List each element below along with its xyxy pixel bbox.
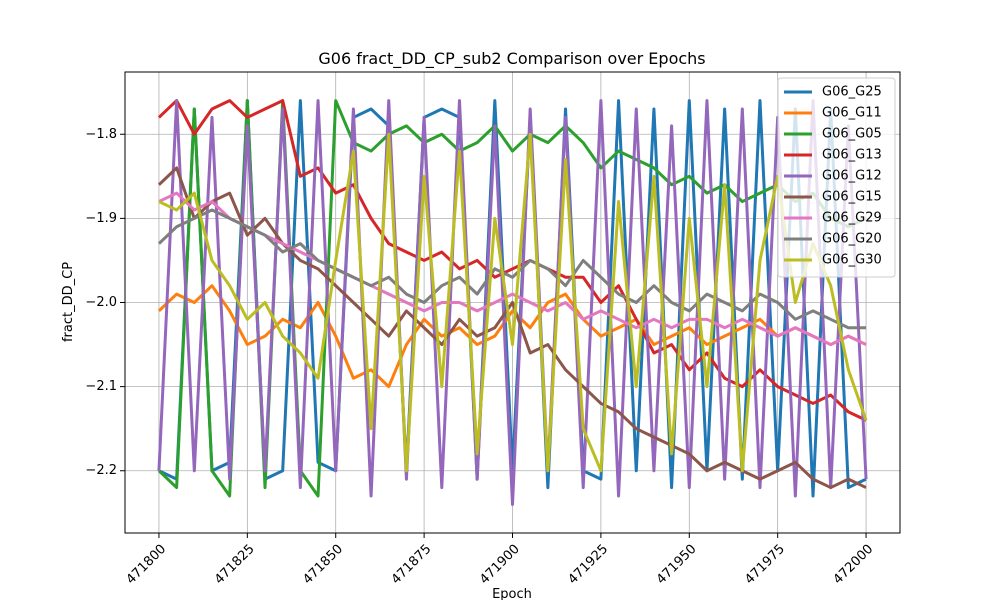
legend-label: G06_G13 <box>822 148 882 163</box>
x-tick-label: 471925 <box>565 542 611 588</box>
y-tick-label: −2.1 <box>85 379 117 394</box>
series-line <box>157 208 867 330</box>
legend-label: G06_G12 <box>822 169 882 184</box>
series-line <box>157 99 868 506</box>
y-axis-label: fract_DD_CP <box>61 262 76 342</box>
x-tick-label: 471950 <box>654 542 700 588</box>
y-tick-label: −2.0 <box>85 295 117 310</box>
legend-label: G06_G29 <box>822 211 882 226</box>
x-tick-label: 471900 <box>477 542 523 588</box>
x-tick-label: 471975 <box>742 542 788 588</box>
legend-label: G06_G25 <box>822 85 882 100</box>
chart-title: G06 fract_DD_CP_sub2 Comparison over Epo… <box>318 49 705 69</box>
y-tick-label: −1.9 <box>85 211 117 226</box>
series-line <box>157 99 867 422</box>
y-tick-label: −2.2 <box>85 463 117 478</box>
x-tick-label: 472000 <box>831 542 877 588</box>
series-line <box>157 166 867 490</box>
x-tick-label: 471800 <box>124 542 170 588</box>
series-line <box>158 191 867 347</box>
x-tick-label: 471825 <box>212 542 258 588</box>
series-line <box>158 132 868 473</box>
x-tick-label: 471875 <box>389 542 435 588</box>
legend-label: G06_G15 <box>822 190 882 205</box>
legend-label: G06_G30 <box>822 253 882 268</box>
series-line <box>158 99 867 498</box>
plot-lines <box>157 99 868 506</box>
plot-frame <box>124 71 901 534</box>
y-tick-label: −1.8 <box>85 127 117 142</box>
legend-label: G06_G20 <box>822 232 882 247</box>
legend-label: G06_G05 <box>822 127 882 142</box>
legend-box <box>777 77 896 278</box>
x-axis-label: Epoch <box>492 587 532 600</box>
x-tick-label: 471850 <box>300 542 346 588</box>
legend-label: G06_G11 <box>822 106 882 121</box>
